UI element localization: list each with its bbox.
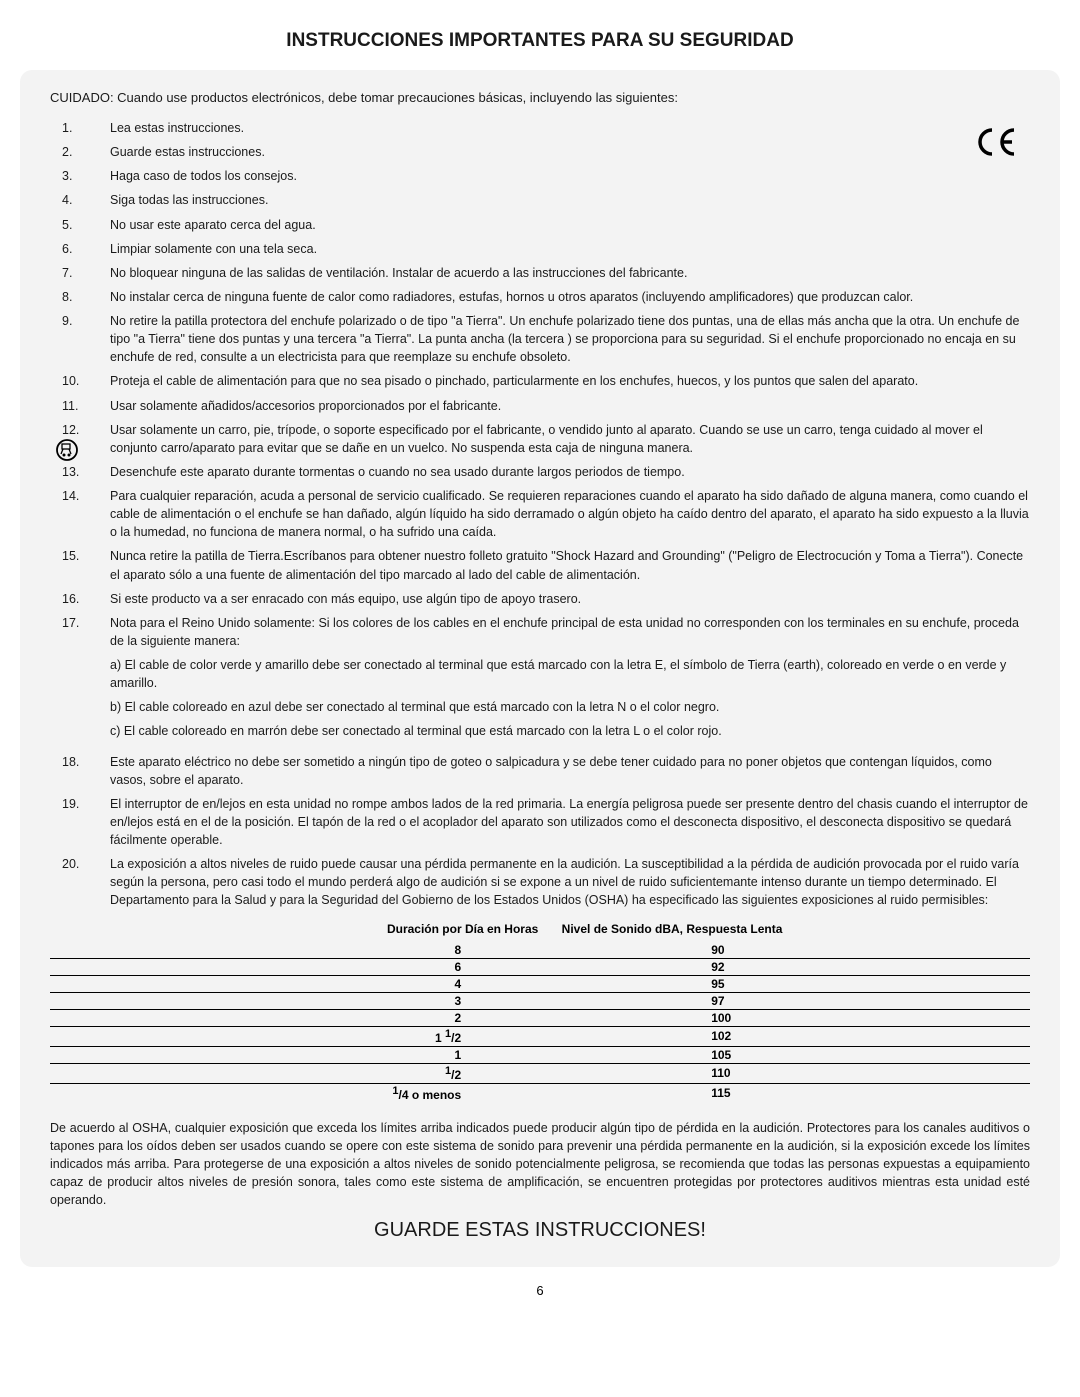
page-title: INSTRUCCIONES IMPORTANTES PARA SU SEGURI… — [0, 30, 1080, 52]
list-item: 20.La exposición a altos niveles de ruid… — [50, 855, 1030, 909]
table-row: 1 1/2102 — [50, 1026, 1030, 1046]
level-cell: 100 — [481, 1009, 1030, 1026]
list-item: 17. Nota para el Reino Unido solamente: … — [50, 614, 1030, 747]
duration-cell: 3 — [50, 992, 481, 1009]
duration-cell: 1 1/2 — [50, 1026, 481, 1046]
item-17-sublist: a) El cable de color verde y amarillo de… — [110, 656, 1030, 741]
table-row: 1105 — [50, 1046, 1030, 1063]
level-cell: 95 — [481, 975, 1030, 992]
table-row: 397 — [50, 992, 1030, 1009]
list-item: 9.No retire la patilla protectora del en… — [50, 312, 1030, 366]
osha-exposure-table: 89069249539721001 1/210211051/21101/4 o … — [50, 942, 1030, 1103]
table-header-duration: Duración por Día en Horas — [238, 922, 548, 936]
closing-paragraph: De acuerdo al OSHA, cualquier exposición… — [50, 1119, 1030, 1210]
duration-cell: 8 — [50, 942, 481, 959]
duration-cell: 2 — [50, 1009, 481, 1026]
table-row: 2100 — [50, 1009, 1030, 1026]
footer-title: GUARDE ESTAS INSTRUCCIONES! — [50, 1219, 1030, 1242]
list-item: 4.Siga todas las instrucciones. — [50, 191, 1030, 209]
level-cell: 115 — [481, 1083, 1030, 1103]
list-item: 10.Proteja el cable de alimentación para… — [50, 372, 1030, 390]
list-item: 19.El interruptor de en/lejos en esta un… — [50, 795, 1030, 849]
table-row: 890 — [50, 942, 1030, 959]
table-header-level: Nivel de Sonido dBA, Respuesta Lenta — [552, 922, 842, 936]
level-cell: 90 — [481, 942, 1030, 959]
list-item: 12. Usar solamente un carro, pie, trípod… — [50, 421, 1030, 457]
table-row: 1/4 o menos115 — [50, 1083, 1030, 1103]
duration-cell: 1 — [50, 1046, 481, 1063]
cart-warning-icon — [56, 439, 78, 466]
sublist-item: b) El cable coloreado en azul debe ser c… — [110, 698, 1030, 716]
list-item: 11.Usar solamente añadidos/accesorios pr… — [50, 397, 1030, 415]
duration-cell: 1/4 o menos — [50, 1083, 481, 1103]
table-row: 1/2110 — [50, 1063, 1030, 1083]
osha-table-section: Duración por Día en Horas Nivel de Sonid… — [50, 922, 1030, 1103]
list-item: 8.No instalar cerca de ninguna fuente de… — [50, 288, 1030, 306]
sublist-item: a) El cable de color verde y amarillo de… — [110, 656, 1030, 692]
list-item: 15.Nunca retire la patilla de Tierra.Esc… — [50, 547, 1030, 583]
ce-mark-icon — [976, 125, 1020, 167]
page-number: 6 — [0, 1283, 1080, 1298]
duration-cell: 4 — [50, 975, 481, 992]
list-item: 7.No bloquear ninguna de las salidas de … — [50, 264, 1030, 282]
instruction-list: 1.Lea estas instrucciones. 2.Guarde esta… — [50, 119, 1030, 910]
level-cell: 92 — [481, 958, 1030, 975]
duration-cell: 1/2 — [50, 1063, 481, 1083]
list-item: 2.Guarde estas instrucciones. — [50, 143, 1030, 161]
duration-cell: 6 — [50, 958, 481, 975]
list-item: 5.No usar este aparato cerca del agua. — [50, 216, 1030, 234]
list-item: 16.Si este producto va a ser enracado co… — [50, 590, 1030, 608]
list-item: 13.Desenchufe este aparato durante torme… — [50, 463, 1030, 481]
list-item: 1.Lea estas instrucciones. — [50, 119, 1030, 137]
intro-text: CUIDADO: Cuando use productos electrónic… — [50, 90, 1030, 105]
level-cell: 105 — [481, 1046, 1030, 1063]
level-cell: 97 — [481, 992, 1030, 1009]
list-item: 14.Para cualquier reparación, acuda a pe… — [50, 487, 1030, 541]
level-cell: 110 — [481, 1063, 1030, 1083]
list-item: 6.Limpiar solamente con una tela seca. — [50, 240, 1030, 258]
table-row: 495 — [50, 975, 1030, 992]
table-row: 692 — [50, 958, 1030, 975]
content-panel: CUIDADO: Cuando use productos electrónic… — [20, 70, 1060, 1267]
level-cell: 102 — [481, 1026, 1030, 1046]
list-item: 18.Este aparato eléctrico no debe ser so… — [50, 753, 1030, 789]
sublist-item: c) El cable coloreado en marrón debe ser… — [110, 722, 1030, 740]
list-item: 3.Haga caso de todos los consejos. — [50, 167, 1030, 185]
